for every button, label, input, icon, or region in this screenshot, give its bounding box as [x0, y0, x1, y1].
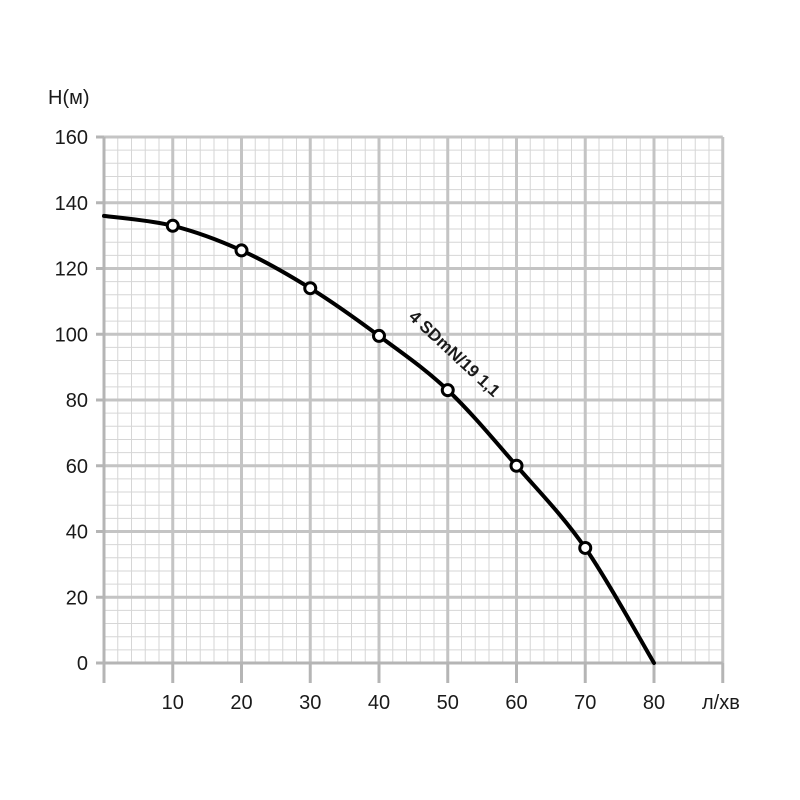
- y-tick-label: 100: [55, 324, 88, 346]
- y-tick-labels: 0 20 40 60 80 100 120 140 160: [55, 127, 88, 675]
- x-tick-label: 20: [230, 692, 252, 714]
- x-tick-label: 80: [643, 692, 665, 714]
- x-tick-label: 40: [368, 692, 390, 714]
- data-point-marker: [440, 383, 455, 398]
- series-line: [102, 213, 656, 665]
- y-tick-label: 120: [55, 259, 88, 281]
- y-tick-label: 20: [66, 587, 88, 609]
- data-point-marker: [578, 540, 593, 555]
- x-tick-label: 60: [505, 692, 527, 714]
- y-tick-label: 160: [55, 127, 88, 149]
- y-axis-title: H(м): [48, 87, 90, 109]
- data-point-marker: [234, 243, 249, 258]
- data-point-marker: [509, 458, 524, 473]
- y-tick-label: 60: [66, 456, 88, 478]
- x-tick-label: 70: [574, 692, 596, 714]
- x-tick-label: 10: [162, 692, 184, 714]
- data-point-marker: [303, 281, 318, 296]
- x-axis-title: л/хв: [702, 692, 740, 714]
- x-tick-label: 50: [437, 692, 459, 714]
- y-tick-label: 80: [66, 390, 88, 412]
- y-tick-label: 0: [77, 653, 88, 675]
- data-point-marker: [372, 328, 386, 343]
- series-group: [102, 213, 656, 665]
- y-tick-label: 140: [55, 193, 88, 215]
- x-tick-label: 30: [299, 692, 321, 714]
- data-point-marker: [165, 218, 180, 233]
- axes: [96, 135, 725, 683]
- major-grid: [104, 135, 725, 663]
- x-tick-labels: 10 20 30 40 50 60 70 80: [162, 692, 666, 714]
- y-tick-label: 40: [66, 522, 88, 544]
